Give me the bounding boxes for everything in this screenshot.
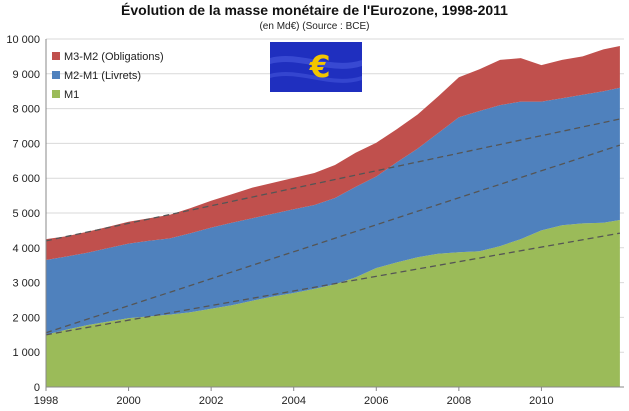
y-tick-label: 5 000: [12, 208, 40, 220]
euro-symbol: €: [309, 50, 331, 85]
legend-swatch: [52, 90, 60, 98]
y-tick-label: 9 000: [12, 69, 40, 81]
flag-wave: [270, 56, 362, 69]
legend-label: M1: [64, 89, 79, 101]
trendline: [45, 232, 620, 336]
chart-subtitle: (en Md€) (Source : BCE): [259, 21, 370, 32]
x-tick-label: 1998: [34, 395, 58, 407]
y-tick-label: 3 000: [12, 278, 40, 290]
legend-swatch: [52, 52, 60, 60]
legend: M3-M2 (Obligations) M2-M1 (Livrets) M1: [52, 51, 164, 101]
y-tick-label: 7 000: [12, 138, 40, 150]
x-tick-label: 2010: [529, 395, 553, 407]
y-tick-label: 1 000: [12, 347, 40, 359]
x-tick-label: 2006: [364, 395, 388, 407]
euro-logo: €: [270, 42, 362, 92]
flag-wave: [270, 72, 362, 83]
y-tick-label: 6 000: [12, 173, 40, 185]
y-tick-label: 10 000: [6, 34, 40, 46]
area-m1: [46, 220, 620, 387]
legend-label: M2-M1 (Livrets): [64, 70, 141, 82]
area-m3-m2-obligations: [46, 46, 620, 260]
x-tick-label: 2000: [116, 395, 140, 407]
axes: 0 1 000 2 000 3 000 4 000 5 000 6 000 7 000 8 00…: [6, 34, 624, 407]
trendlines: [45, 118, 621, 336]
y-tick-label: 4 000: [12, 243, 40, 255]
legend-label: M3-M2 (Obligations): [64, 51, 164, 63]
y-tick-label: 8 000: [12, 104, 40, 116]
y-tick-label: 0: [34, 382, 40, 394]
x-tick-label: 2008: [447, 395, 471, 407]
legend-swatch: [52, 71, 60, 79]
trendline: [45, 144, 621, 334]
stacked-areas: [46, 46, 620, 387]
y-tick-label: 2 000: [12, 312, 40, 324]
trendline: [45, 118, 621, 242]
x-tick-label: 2004: [281, 395, 305, 407]
chart-title: Évolution de la masse monétaire de l'Eur…: [121, 2, 508, 18]
x-tick-label: 2002: [199, 395, 223, 407]
